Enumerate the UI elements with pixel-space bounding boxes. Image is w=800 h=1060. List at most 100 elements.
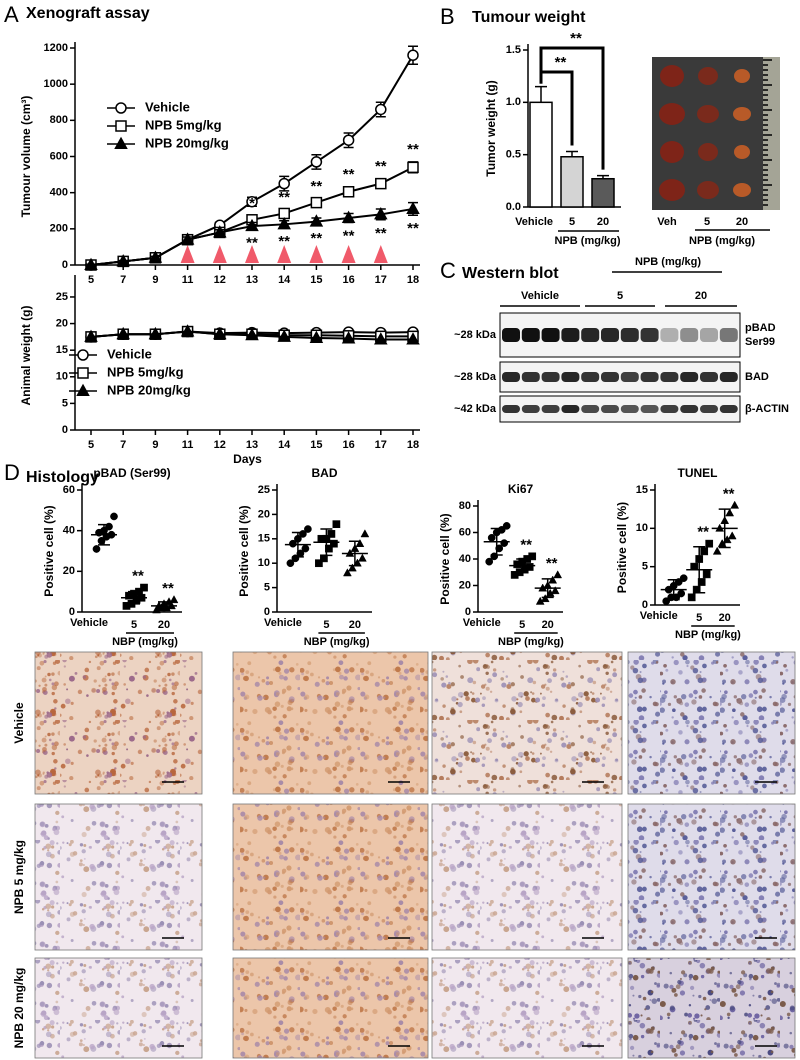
blot-band — [541, 372, 560, 382]
tumour — [659, 179, 685, 201]
sd-bar — [718, 508, 731, 549]
x-tick-label: Vehicle — [640, 610, 678, 622]
y-tick-label: 10 — [56, 371, 68, 383]
tumour — [698, 143, 718, 161]
marker — [301, 544, 310, 553]
legend-label: NPB 20mg/kg — [107, 382, 191, 397]
y-tick-label: 5 — [62, 397, 68, 409]
blot-band — [700, 372, 718, 382]
y-tick-label: 25 — [258, 484, 270, 496]
histology-image — [627, 803, 796, 951]
blot-band — [581, 405, 600, 413]
photo-label: 5 — [704, 216, 710, 228]
blot-band — [680, 328, 699, 342]
y-tick-label: 60 — [459, 526, 471, 538]
tumour — [697, 105, 719, 123]
chart-title: TUNEL — [678, 466, 718, 480]
marker — [140, 583, 148, 592]
blot-band — [680, 405, 699, 413]
y-tick-label: 20 — [63, 565, 75, 577]
group-label: NBP (mg/kg) — [304, 636, 370, 648]
y-tick-label: 0.5 — [506, 149, 521, 161]
significance: ** — [407, 141, 419, 158]
significance: ** — [246, 235, 258, 252]
marker — [115, 120, 127, 132]
blot-band — [640, 405, 659, 413]
bar — [560, 156, 584, 208]
tumour — [660, 141, 684, 163]
x-tick-label: 12 — [214, 274, 226, 286]
marker — [374, 207, 388, 220]
histology-image — [431, 803, 623, 951]
marker — [406, 201, 420, 214]
marker — [406, 332, 420, 345]
histology-image — [232, 957, 429, 1059]
y-tick-label: 80 — [459, 500, 471, 512]
blot-band — [719, 405, 738, 413]
significance: ** — [278, 233, 290, 250]
y-tick-label: 0 — [62, 259, 68, 271]
significance: ** — [278, 189, 290, 206]
marker — [700, 547, 709, 556]
x-tick-label: 5 — [88, 274, 94, 286]
blot-band — [502, 328, 520, 342]
sd-bar — [541, 578, 554, 599]
y-tick-label: 400 — [50, 187, 68, 199]
marker — [304, 525, 312, 533]
histology-image — [34, 957, 203, 1059]
y-tick-label: 0 — [465, 606, 471, 618]
marker — [730, 500, 740, 509]
x-tick-label: 14 — [278, 274, 291, 286]
sd-bar — [667, 578, 680, 601]
histology-image — [627, 957, 796, 1059]
blot-band — [640, 372, 659, 382]
marker — [169, 595, 179, 604]
blot-band — [700, 405, 718, 413]
marker — [309, 330, 324, 343]
y-tick-label: 15 — [258, 533, 270, 545]
blot-band — [620, 372, 639, 382]
y-tick-label: 1200 — [44, 42, 68, 54]
marker — [330, 539, 338, 548]
chart-title: BAD — [312, 466, 338, 480]
x-tick-label: 9 — [152, 274, 158, 286]
blot-band — [541, 328, 560, 342]
marker — [677, 589, 686, 598]
marker — [148, 250, 163, 263]
blot-protein: Ser99 — [745, 336, 775, 348]
significance: * — [249, 195, 255, 212]
marker — [84, 329, 98, 342]
histology-image — [431, 651, 623, 795]
blot-band — [660, 372, 679, 382]
tumour — [734, 69, 750, 83]
sd-bar — [128, 590, 140, 605]
marker — [727, 531, 737, 540]
tumour — [697, 181, 719, 199]
blot-group: Vehicle — [521, 290, 559, 302]
marker — [76, 383, 90, 396]
histology-image — [34, 803, 203, 951]
tumour — [733, 107, 751, 121]
panel-label: D — [4, 460, 20, 485]
blot-band — [700, 328, 718, 342]
y-tick-label: 20 — [459, 579, 471, 591]
blot-band — [601, 372, 619, 382]
blot-protein: pBAD — [745, 322, 776, 334]
group-label: NBP (mg/kg) — [498, 636, 564, 648]
marker — [180, 324, 195, 337]
histology-image — [431, 957, 623, 1059]
marker — [375, 177, 387, 190]
x-tick-label: 12 — [214, 439, 226, 451]
panel-label: B — [440, 4, 455, 29]
marker — [278, 177, 290, 190]
blot-band — [581, 328, 600, 342]
x-tick-label: 13 — [246, 274, 258, 286]
marker — [309, 214, 324, 227]
x-tick-label: Vehicle — [70, 617, 108, 629]
x-tick-label: 14 — [278, 439, 291, 451]
x-tick-label: 20 — [158, 619, 170, 631]
marker — [286, 559, 295, 568]
legend-label: Vehicle — [145, 99, 190, 114]
group-label: NBP (mg/kg) — [675, 629, 741, 641]
